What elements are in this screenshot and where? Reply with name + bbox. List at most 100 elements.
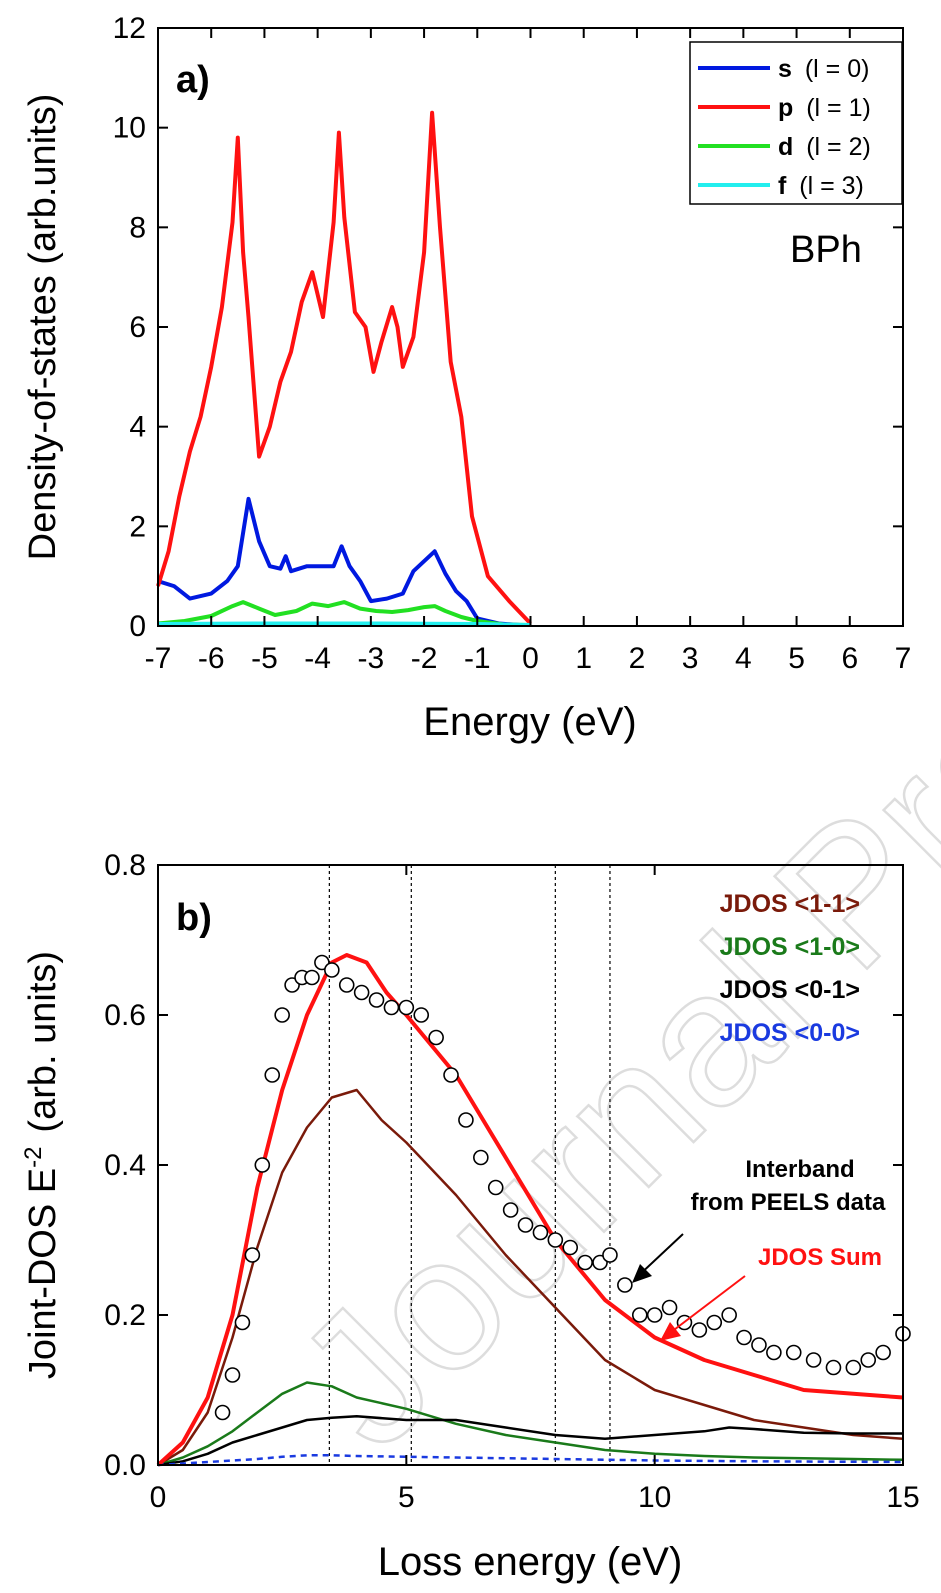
- panel-b-point-peels-32: [631, 1307, 648, 1323]
- panel-b-point-peels-36: [691, 1322, 708, 1338]
- legend-jdos-01: JDOS <0-1>: [720, 976, 860, 1004]
- panel-b-point-peels-33: [646, 1307, 663, 1323]
- panel-b-point-peels-27: [562, 1239, 579, 1256]
- panel-b-ticks: 0 5 10 15 0.0 0.2 0.4 0.6 0.8: [104, 849, 919, 1514]
- annotation-jdos-sum: JDOS Sum: [758, 1244, 882, 1271]
- panel-b-series-jdos-1-1: [157, 1088, 904, 1467]
- panel-b-point-peels-23: [502, 1202, 519, 1218]
- panel-b-label: b): [176, 897, 212, 939]
- panel-a-xtick-label-5: -5: [251, 642, 278, 675]
- panel-a-xtick-label-1: -1: [464, 642, 491, 675]
- legend-name-f: f: [778, 172, 787, 200]
- panel-b-point-peels-19: [443, 1067, 459, 1083]
- panel-b-xtick-label-10: 10: [638, 1481, 671, 1514]
- panel-b-point-peels-40: [751, 1337, 767, 1353]
- panel-b-ytick-label-0-8: 0.8: [104, 849, 146, 882]
- panel-b-point-peels-41: [766, 1344, 782, 1361]
- panel-b-point-peels-45: [845, 1359, 862, 1376]
- panel-a-series-f: [157, 621, 531, 627]
- panel-a-ytick-label-4: 4: [129, 411, 146, 444]
- panel-b-point-peels-16: [398, 999, 415, 1016]
- panel-b-point-peels-17: [413, 1007, 430, 1023]
- panel-b-point-peels-12: [338, 977, 355, 993]
- panel-b-point-peels-44: [825, 1359, 842, 1376]
- panel-b-ylabel-exp: -2: [20, 1147, 47, 1168]
- panel-b-point-peels-14: [368, 992, 385, 1008]
- panel-b-point-peels-42: [785, 1344, 802, 1361]
- panel-b-point-peels-30: [602, 1247, 618, 1263]
- annotation-from-peels: from PEELS data: [691, 1189, 886, 1216]
- panel-b-point-peels-25: [532, 1224, 549, 1241]
- panel-b-point-peels-9: [304, 969, 320, 986]
- panel-b-point-peels-26: [547, 1232, 564, 1248]
- legend-name-p: p: [778, 94, 793, 122]
- legend-jdos-10: JDOS <1-0>: [720, 933, 860, 961]
- panel-a-xtick-label-7: 7: [895, 642, 912, 675]
- legend-suffix-p: (l = 1): [806, 94, 871, 122]
- panel-a-xtick-label-4: 4: [735, 642, 752, 675]
- panel-a-ytick-label-0: 0: [129, 610, 146, 643]
- panel-a-annotation: BPh: [790, 229, 862, 271]
- panel-b-point-peels-39: [736, 1329, 752, 1346]
- legend-jdos-11: JDOS <1-1>: [720, 890, 860, 918]
- panel-a-xtick-label-7: -7: [145, 642, 172, 675]
- panel-b-point-peels-38: [721, 1307, 737, 1323]
- panel-a-ytick-label-12: 12: [113, 12, 146, 45]
- panel-b-point-peels-22: [487, 1179, 504, 1196]
- panel-b-point-peels-34: [661, 1299, 678, 1316]
- panel-b-point-peels-6: [274, 1007, 290, 1023]
- panel-b-ytick-label-0-6: 0.6: [104, 999, 146, 1032]
- legend-entry-s: s (l = 0): [778, 55, 869, 83]
- legend-name-s: s: [778, 55, 792, 83]
- legend-suffix-d: (l = 2): [806, 133, 871, 161]
- panel-a-xtick-label-4: -4: [304, 642, 331, 675]
- panel-b-point-peels-2: [234, 1314, 251, 1331]
- panel-b-ytick-label-0-4: 0.4: [104, 1149, 146, 1182]
- legend-name-d: d: [778, 133, 793, 161]
- panel-a-xtick-label-0: 0: [522, 642, 539, 675]
- panel-b-point-peels-13: [353, 984, 370, 1001]
- panel-a-xtick-label-3: -3: [358, 642, 385, 675]
- panel-b-vertical-lines: [328, 865, 611, 1465]
- panel-a-ytick-label-8: 8: [129, 211, 146, 244]
- panel-a-ytick-label-6: 6: [129, 311, 146, 344]
- panel-b-point-peels-11: [324, 962, 340, 978]
- panel-b-chart: 0 5 10 15 0.0 0.2 0.4 0.6 0.8 b) JDOS <1-1> JDOS…: [20, 849, 920, 1584]
- panel-a-xtick-label-1: 1: [575, 642, 592, 675]
- panel-b-point-peels-21: [473, 1149, 489, 1166]
- panel-a-xtick-label-6: -6: [198, 642, 225, 675]
- panel-b-point-peels-31: [617, 1277, 633, 1293]
- arrow-sum-head: [660, 1322, 681, 1341]
- panel-a-series-s: [157, 496, 531, 627]
- panel-b-point-peels-46: [860, 1352, 877, 1368]
- panel-b-xtick-label-15: 15: [886, 1481, 919, 1514]
- panel-b-point-peels-4: [254, 1157, 271, 1173]
- panel-b-point-peels-43: [805, 1352, 822, 1368]
- legend-entry-p: p (l = 1): [778, 94, 871, 122]
- panel-b-point-peels-18: [428, 1029, 444, 1046]
- arrow-sum: [665, 1275, 746, 1337]
- panel-b-series-jdos-0-1: [157, 1415, 903, 1467]
- panel-a-ytick-label-10: 10: [113, 112, 146, 145]
- panel-a-xlabel: Energy (eV): [423, 700, 636, 744]
- panel-b-xtick-label-5: 5: [398, 1481, 415, 1514]
- panel-b-xtick-label-0: 0: [150, 1481, 167, 1514]
- panel-b-legend: JDOS <1-1> JDOS <1-0> JDOS <0-1> JDOS <0…: [720, 890, 860, 1047]
- panel-b-point-peels-1: [224, 1367, 241, 1383]
- panel-b-point-peels-5: [264, 1067, 281, 1083]
- legend-jdos-00: JDOS <0-0>: [720, 1019, 860, 1047]
- panel-b-ylabel: Joint-DOS E-2 (arb. units): [20, 951, 64, 1379]
- legend-suffix-s: (l = 0): [805, 55, 870, 83]
- panel-b-point-peels-3: [244, 1247, 261, 1263]
- panel-b-series-group: [156, 953, 911, 1467]
- panel-b-ylabel-main: Joint-DOS E: [22, 1168, 64, 1379]
- panel-b-point-peels-20: [458, 1112, 474, 1128]
- panel-b-series-jdos-0-0: [157, 1454, 904, 1467]
- panel-a-legend: s (l = 0) p (l = 1) d (l = 2) f (l = 3): [689, 41, 903, 205]
- panel-b-point-peels-28: [577, 1254, 593, 1271]
- panel-b-ylabel-unit: (arb. units): [22, 951, 64, 1133]
- panel-b-ytick-label-0-0: 0.0: [104, 1449, 146, 1482]
- panel-a-series-p: [156, 110, 532, 625]
